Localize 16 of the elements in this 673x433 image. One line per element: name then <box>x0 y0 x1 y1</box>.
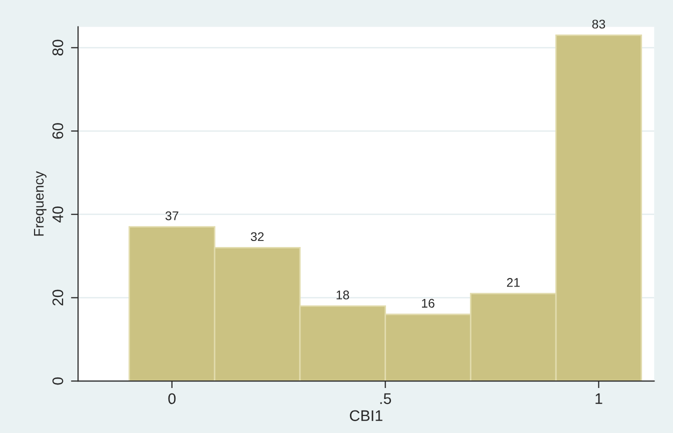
data-label: 32 <box>250 232 264 242</box>
data-label: 18 <box>336 290 350 300</box>
data-label: 16 <box>422 298 434 308</box>
y-tick-label: 0 <box>52 377 64 385</box>
x-axis-title: CBI1 <box>350 410 382 422</box>
y-tick-label: 40 <box>52 206 64 223</box>
y-tick-label: 80 <box>52 40 64 56</box>
data-label: 21 <box>507 278 520 287</box>
x-tick-label: .5 <box>380 393 392 404</box>
y-tick-label: 20 <box>52 290 64 306</box>
data-label: 37 <box>165 211 178 220</box>
x-tick-label: 1 <box>596 393 602 404</box>
y-tick-label: 60 <box>52 123 64 139</box>
data-label: 83 <box>592 20 606 29</box>
y-axis-title: Frequency <box>34 171 46 236</box>
x-tick-label: 0 <box>168 393 176 404</box>
